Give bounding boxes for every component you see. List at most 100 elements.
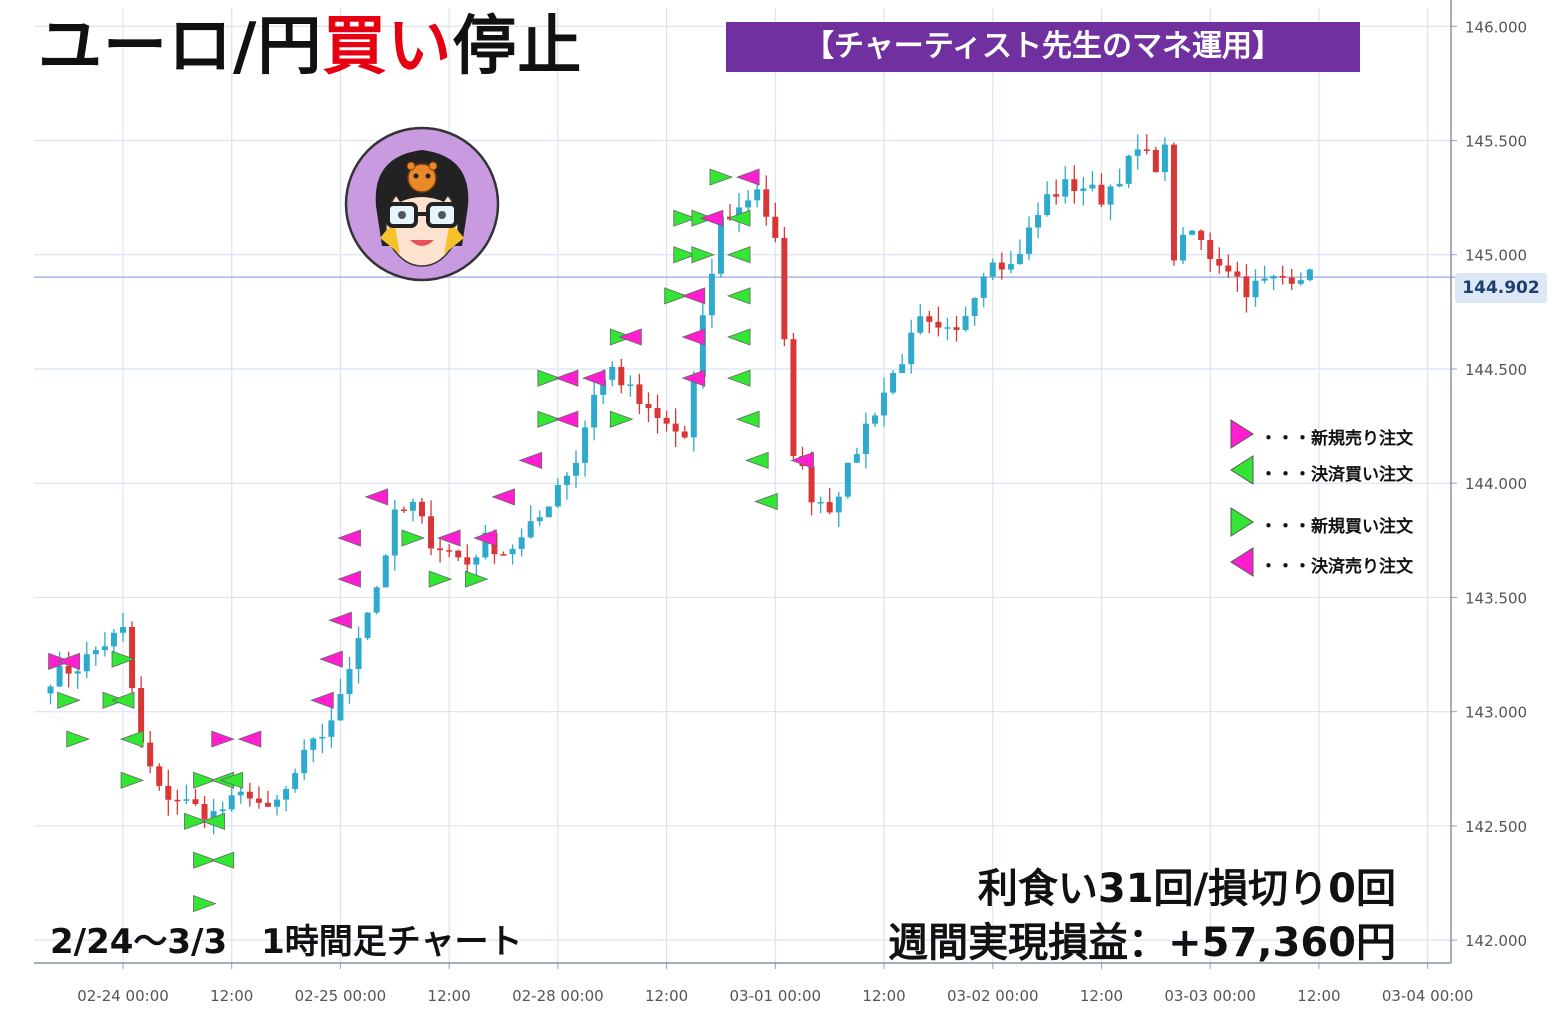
order-marker-buy-new: [111, 650, 136, 668]
candle-body: [301, 749, 308, 774]
title-action: 買い: [322, 10, 453, 84]
order-marker-sell-close: [581, 369, 606, 387]
candle-body: [156, 766, 163, 786]
order-marker-buy-close: [201, 812, 226, 830]
green-right-triangle-icon: [1230, 507, 1254, 537]
candle: [391, 499, 398, 571]
candle-body: [337, 694, 344, 721]
order-markers: [48, 168, 814, 913]
candle-body: [817, 502, 824, 504]
order-marker-buy-new: [57, 691, 81, 709]
candle-body: [573, 462, 579, 476]
candle: [690, 371, 697, 452]
candle: [672, 408, 679, 448]
candle: [989, 258, 996, 281]
candle: [1053, 179, 1060, 205]
order-marker-buy-new: [428, 570, 453, 588]
candle: [862, 412, 869, 469]
order-marker-buy-close: [110, 691, 135, 709]
y-tick-label: 143.000: [1465, 704, 1527, 722]
candle: [228, 788, 235, 813]
order-marker-sell-close: [518, 451, 543, 469]
candle: [627, 375, 634, 397]
candle: [382, 554, 389, 588]
x-tick-label: 03-01 00:00: [730, 987, 822, 1005]
candles: [47, 134, 1313, 835]
candle: [663, 410, 670, 432]
title-pair: ユーロ/円: [38, 10, 323, 84]
order-marker-buy-new: [193, 771, 217, 789]
candle: [428, 500, 435, 556]
candle: [835, 491, 842, 528]
order-marker-buy-new: [193, 895, 217, 913]
candle: [1252, 269, 1259, 307]
candle: [174, 789, 181, 815]
candle-body: [998, 262, 1005, 270]
candle-body: [881, 392, 888, 416]
candle: [1189, 229, 1196, 236]
candle: [364, 611, 371, 641]
candle: [1044, 181, 1051, 217]
candle-body: [962, 315, 969, 330]
candle: [853, 447, 860, 464]
candle: [1080, 176, 1087, 206]
candle: [274, 794, 281, 816]
candle: [1180, 227, 1187, 265]
candle: [708, 258, 715, 328]
candle: [1297, 272, 1304, 286]
candle-body: [536, 517, 543, 522]
candle-body: [1125, 155, 1132, 184]
candle: [636, 373, 643, 415]
candle: [536, 510, 543, 527]
order-marker-buy-new: [537, 410, 561, 428]
candle-body: [971, 297, 978, 316]
x-tick-label: 12:00: [645, 987, 688, 1005]
candle: [1288, 268, 1295, 291]
candle-body: [110, 632, 117, 647]
x-tick-label: 02-25 00:00: [295, 987, 387, 1005]
candle: [310, 737, 317, 763]
candle-body: [1216, 259, 1223, 266]
candle-body: [147, 742, 154, 767]
x-tick-label: 02-28 00:00: [512, 987, 604, 1005]
order-marker-buy-new: [673, 209, 697, 227]
candle-body: [283, 789, 290, 800]
candle: [926, 310, 933, 334]
candle-body: [772, 216, 779, 238]
candle-body: [1116, 183, 1123, 187]
candle-body: [699, 315, 706, 377]
current-price-tag: 144.902: [1455, 273, 1547, 303]
candle-body: [1134, 149, 1141, 156]
order-marker-buy-new: [401, 529, 426, 547]
candle-body: [1044, 194, 1051, 215]
candle-body: [1243, 276, 1250, 298]
candle: [1306, 268, 1313, 282]
candle: [319, 723, 326, 754]
candle-body: [935, 321, 942, 328]
order-marker-buy-new: [66, 730, 90, 748]
candle-body: [1297, 280, 1304, 284]
order-marker-buy-new: [691, 246, 716, 264]
candle-body: [1089, 184, 1096, 189]
candle-body: [736, 207, 743, 220]
candle-body: [944, 327, 951, 329]
order-marker-buy-close: [210, 851, 235, 869]
order-marker-buy-close: [726, 246, 751, 264]
order-marker-sell-close: [436, 529, 461, 547]
candle: [545, 506, 552, 518]
candle-body: [346, 669, 353, 695]
candle: [1071, 165, 1078, 204]
candle: [83, 641, 90, 678]
candle-body: [509, 548, 516, 555]
candle: [1270, 274, 1277, 291]
candle: [1026, 216, 1032, 261]
candle: [971, 297, 978, 326]
y-tick-label: 142.000: [1465, 932, 1527, 950]
candle-body: [690, 376, 697, 438]
candle: [1107, 184, 1114, 220]
x-tick-label: 03-03 00:00: [1164, 987, 1256, 1005]
order-marker-buy-new: [120, 771, 145, 789]
candle: [1207, 232, 1214, 272]
candle-body: [319, 736, 326, 739]
